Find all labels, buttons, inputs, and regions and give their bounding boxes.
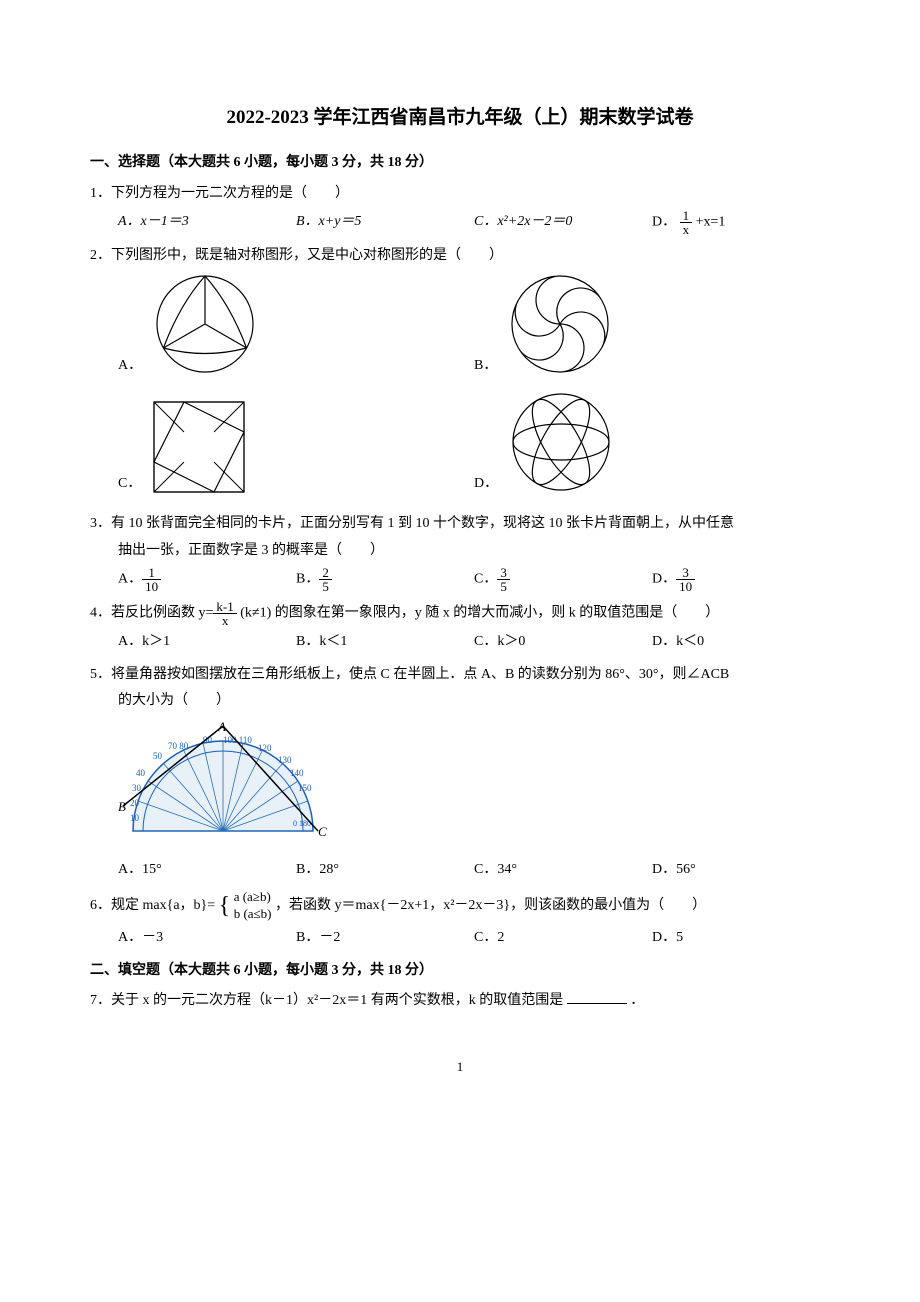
q1-options: A．x－1＝3 B．x+y＝5 C．x²+2x－2＝0 D． 1x +x=1 (90, 209, 830, 236)
label-c: C (318, 824, 327, 839)
q2-figure-d (506, 387, 616, 497)
svg-text:120: 120 (258, 743, 272, 753)
q2-opt-c: C． (118, 387, 474, 497)
svg-text:70 80: 70 80 (168, 741, 189, 751)
q4-opt-a: A．k＞1 (118, 629, 296, 656)
page-title: 2022-2023 学年江西省南昌市九年级（上）期末数学试卷 (90, 100, 830, 136)
section1-heading: 一、选择题（本大题共 6 小题，每小题 3 分，共 18 分） (90, 150, 830, 177)
question-4: 4．若反比例函数 y=k-1x (k≠1) 的图象在第一象限内，y 随 x 的增… (90, 600, 830, 656)
q3-opt-b: B．25 (296, 566, 474, 593)
q2-text: 2．下列图形中，既是轴对称图形，又是中心对称图形的是（ ） (90, 243, 830, 270)
q6-options: A．－3 B．－2 C．2 D．5 (90, 925, 830, 952)
question-2: 2．下列图形中，既是轴对称图形，又是中心对称图形的是（ ） A． B． (90, 243, 830, 506)
q4-text: 4．若反比例函数 y=k-1x (k≠1) 的图象在第一象限内，y 随 x 的增… (90, 600, 830, 627)
svg-text:130: 130 (278, 755, 292, 765)
q5-text2: 的大小为（ ） (90, 688, 830, 715)
page-number: 1 (90, 1055, 830, 1080)
q4-opt-d: D．k＜0 (652, 629, 830, 656)
q5-text: 5．将量角器按如图摆放在三角形纸板上，使点 C 在半圆上．点 A、B 的读数分别… (90, 662, 830, 689)
q5-figure-box: 50 70 80 90 100 110 120 130 140 150 40 3… (90, 721, 830, 851)
fraction: 1x (680, 209, 693, 236)
q6-opt-b: B．－2 (296, 925, 474, 952)
q5-opt-d: D．56° (652, 857, 830, 884)
q7-text: 7．关于 x 的一元二次方程（k－1）x²－2x＝1 有两个实数根，k 的取值范… (90, 993, 567, 1008)
svg-text:150: 150 (298, 783, 312, 793)
q3-opt-d: D．310 (652, 566, 830, 593)
svg-text:50: 50 (153, 751, 163, 761)
q5-options: A．15° B．28° C．34° D．56° (90, 857, 830, 884)
q2-figure-a (150, 269, 260, 379)
blank-answer (567, 1003, 627, 1004)
q6-text: 6．规定 max{a，b}= { a (a≥b) b (a≤b) ，若函数 y＝… (90, 889, 830, 923)
q2-opt-b: B． (474, 269, 830, 379)
q1-opt-c: C．x²+2x－2＝0 (474, 209, 652, 236)
q5-opt-c: C．34° (474, 857, 652, 884)
section2-heading: 二、填空题（本大题共 6 小题，每小题 3 分，共 18 分） (90, 958, 830, 985)
q4-opt-b: B．k＜1 (296, 629, 474, 656)
q1-opt-a: A．x－1＝3 (118, 209, 296, 236)
question-1: 1．下列方程为一元二次方程的是（ ） A．x－1＝3 B．x+y＝5 C．x²+… (90, 181, 830, 237)
q2-opt-a: A． (118, 269, 474, 379)
q3-options: A．110 B．25 C．35 D．310 (90, 566, 830, 593)
q1-opt-d: D． 1x +x=1 (652, 209, 830, 236)
question-6: 6．规定 max{a，b}= { a (a≥b) b (a≤b) ，若函数 y＝… (90, 889, 830, 951)
q2-figure-c (149, 397, 249, 497)
q1-opt-b: B．x+y＝5 (296, 209, 474, 236)
question-3: 3．有 10 张背面完全相同的卡片，正面分别写有 1 到 10 十个数字，现将这… (90, 511, 830, 594)
q3-opt-a: A．110 (118, 566, 296, 593)
q2-opt-d: D． (474, 387, 830, 497)
q4-options: A．k＞1 B．k＜1 C．k＞0 D．k＜0 (90, 629, 830, 656)
q1-text: 1．下列方程为一元二次方程的是（ ） (90, 181, 830, 208)
q2-figure-b (505, 269, 615, 379)
q6-opt-a: A．－3 (118, 925, 296, 952)
question-5: 5．将量角器按如图摆放在三角形纸板上，使点 C 在半圆上．点 A、B 的读数分别… (90, 662, 830, 884)
svg-text:40: 40 (136, 768, 146, 778)
q3-text2: 抽出一张，正面数字是 3 的概率是（ ） (90, 538, 830, 565)
protractor-figure: 50 70 80 90 100 110 120 130 140 150 40 3… (118, 721, 328, 851)
q4-opt-c: C．k＞0 (474, 629, 652, 656)
svg-text:10: 10 (130, 813, 140, 823)
q5-opt-a: A．15° (118, 857, 296, 884)
label-b: B (118, 799, 126, 814)
question-7: 7．关于 x 的一元二次方程（k－1）x²－2x＝1 有两个实数根，k 的取值范… (90, 988, 830, 1015)
svg-text:100 110: 100 110 (223, 735, 252, 745)
q3-text: 3．有 10 张背面完全相同的卡片，正面分别写有 1 到 10 十个数字，现将这… (90, 511, 830, 538)
svg-text:140: 140 (290, 768, 304, 778)
q2-figures: A． B． (90, 269, 830, 505)
q6-opt-d: D．5 (652, 925, 830, 952)
q5-opt-b: B．28° (296, 857, 474, 884)
q3-opt-c: C．35 (474, 566, 652, 593)
label-a: A (217, 721, 226, 734)
q6-opt-c: C．2 (474, 925, 652, 952)
